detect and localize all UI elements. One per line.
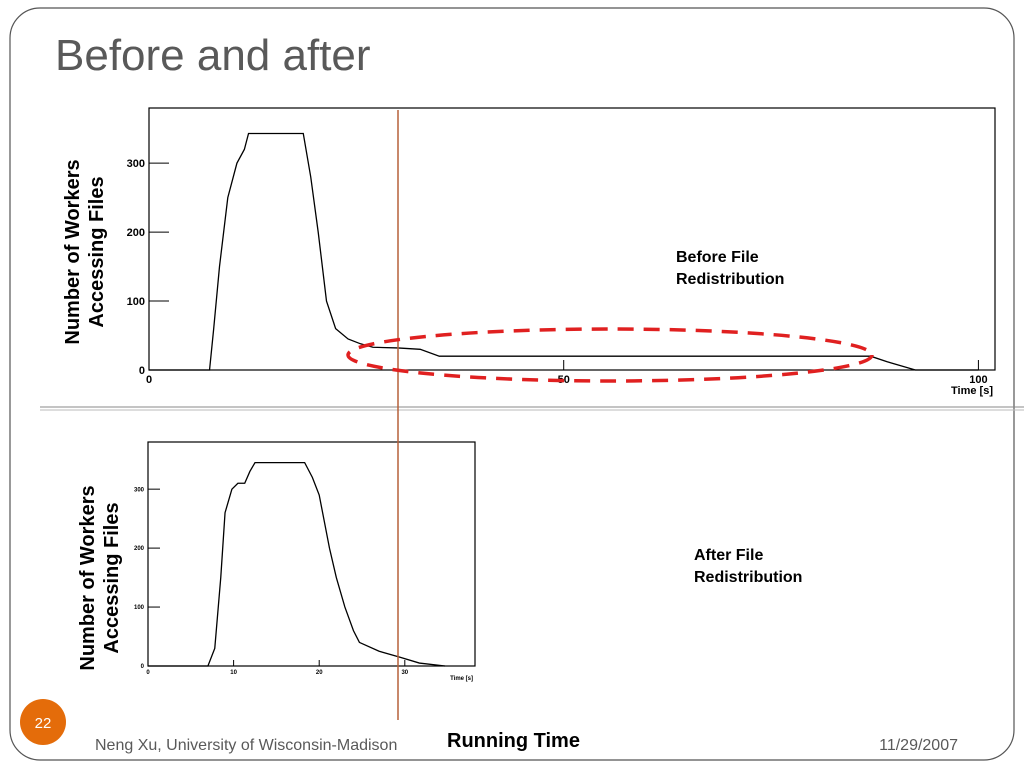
x-tick-label: 10 (230, 670, 237, 676)
x-tick-label: 30 (401, 670, 408, 676)
y-tick-label: 300 (134, 487, 145, 493)
x-tick-label: 20 (316, 670, 323, 676)
y-tick-label: 300 (127, 158, 145, 170)
data-line (148, 461, 446, 667)
slide-frame (9, 7, 1015, 761)
y-axis-title: Number of Workers Accessing Files (77, 485, 123, 671)
y-axis-title: Number of Workers Accessing Files (62, 159, 108, 345)
highlight-ellipse (346, 327, 874, 383)
x-tick-label: 0 (146, 374, 152, 386)
y-tick-label: 200 (134, 546, 145, 552)
y-tick-label: 0 (139, 365, 145, 377)
before-label: Before File Redistribution (676, 249, 785, 288)
x-axis-title: Time [s] (951, 385, 993, 397)
y-tick-label: 200 (127, 227, 145, 239)
footer-date: 11/29/2007 (879, 737, 958, 754)
after-label: After File Redistribution (694, 547, 803, 586)
plot-frame (147, 441, 476, 667)
plot-frame (148, 107, 996, 371)
y-tick-label: 100 (134, 605, 145, 611)
running-time-label: Running Time (447, 730, 580, 752)
slide-title: Before and after (55, 31, 371, 80)
x-axis-title: Time [s] (450, 676, 473, 682)
footer: Neng Xu, University of Wisconsin-Madison (95, 737, 397, 754)
page-badge (20, 699, 66, 745)
x-tick-label: 0 (146, 670, 150, 676)
y-tick-label: 100 (127, 296, 145, 308)
x-tick-label: 100 (969, 374, 987, 386)
y-tick-label: 0 (141, 664, 145, 670)
page-number: 22 (35, 715, 52, 732)
data-line (149, 132, 979, 371)
